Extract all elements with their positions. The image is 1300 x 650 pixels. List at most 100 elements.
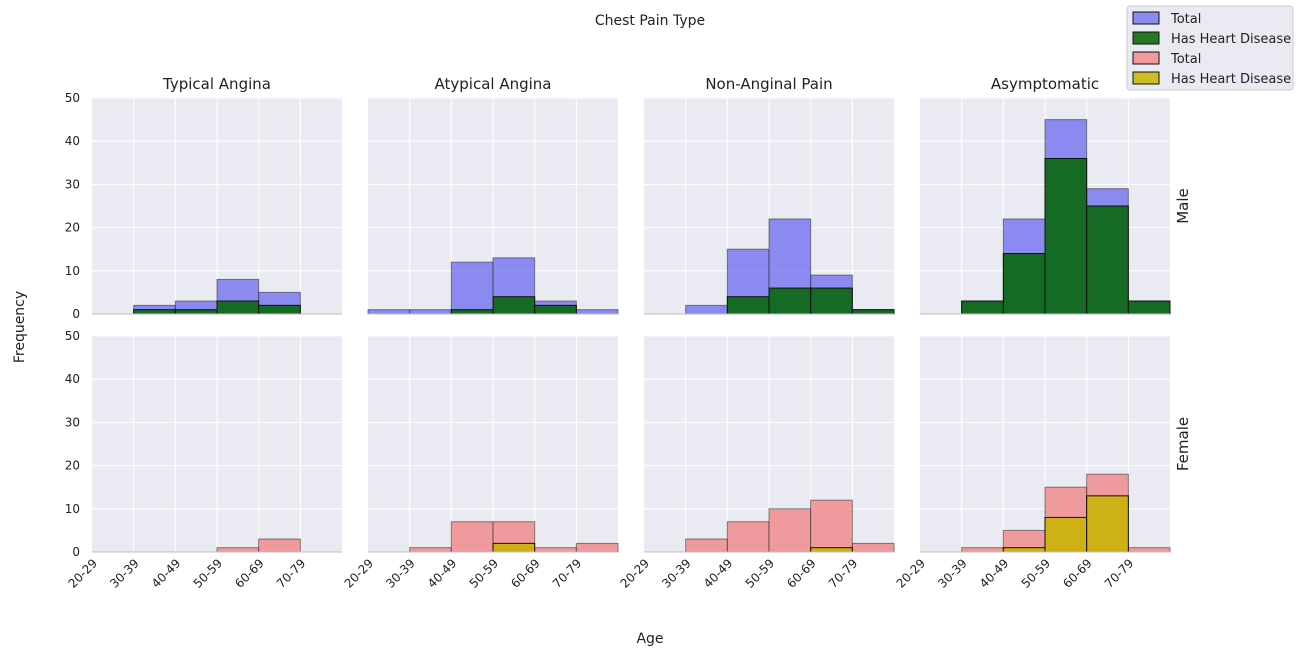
legend-swatch — [1132, 71, 1160, 85]
legend-label: Total — [1170, 52, 1201, 67]
y-tick-label: 30 — [65, 177, 80, 191]
legend-swatch — [1132, 51, 1160, 65]
bar-total-60-69 — [258, 538, 301, 553]
bar-total-20-29 — [367, 309, 411, 315]
bar-has-heart-disease-50-59 — [768, 287, 812, 315]
bar-total-40-49 — [726, 521, 770, 553]
x-tick-label: 30-39 — [383, 556, 418, 591]
chart-title: Chest Pain Type — [595, 13, 705, 29]
bar-total-60-69 — [534, 547, 577, 553]
bar-has-heart-disease-60-69 — [810, 287, 853, 315]
y-tick-label: 10 — [65, 502, 80, 516]
legend-swatch — [1132, 11, 1160, 25]
x-tick-label: 30-39 — [659, 556, 694, 591]
bar-total-40-49 — [450, 521, 494, 553]
bar-total-70-79 — [851, 542, 895, 553]
bar-has-heart-disease-60-69 — [534, 304, 577, 315]
y-tick-label: 10 — [65, 264, 80, 278]
x-tick-label: 60-69 — [232, 556, 267, 591]
panel-female-typical-angina: 0 10 20 30 40 50 20-29 30-39 40-49 50-59 60-69 70-7… — [65, 329, 342, 591]
bar-has-heart-disease-40-49 — [1002, 253, 1046, 315]
bar-total-30-39 — [409, 547, 452, 553]
panel-male-non-anginal-pain: Non-Anginal Pain — [644, 75, 895, 315]
y-tick-label: 20 — [65, 459, 80, 473]
panel-male-atypical-angina: Atypical Angina — [367, 75, 619, 315]
x-tick-label: 40-49 — [149, 556, 184, 591]
bar-total-70-79 — [575, 542, 619, 553]
panel-column-title: Asymptomatic — [991, 75, 1099, 93]
bar-total-70-79 — [575, 309, 619, 315]
y-tick-label: 40 — [65, 134, 80, 148]
y-tick-label: 40 — [65, 372, 80, 386]
bar-has-heart-disease-30-39 — [133, 309, 176, 315]
x-tick-label: 40-49 — [977, 556, 1012, 591]
y-tick-label: 0 — [72, 307, 80, 321]
panel-column-title: Atypical Angina — [435, 75, 552, 93]
y-tick-label: 0 — [72, 545, 80, 559]
x-tick-label: 70-79 — [826, 556, 861, 591]
y-tick-label: 30 — [65, 415, 80, 429]
legend-label: Total — [1170, 12, 1201, 27]
bar-total-30-39 — [685, 304, 728, 315]
x-tick-label: 20-29 — [894, 556, 929, 591]
panel-male-typical-angina: Typical Angina 0 10 20 30 40 50 — [65, 75, 342, 321]
bar-has-heart-disease-60-69 — [258, 304, 301, 315]
panel-female-asymptomatic: Female 20-29 30-39 40-49 50-59 60-69 70-79 — [894, 335, 1192, 591]
bar-has-heart-disease-40-49 — [174, 309, 218, 315]
x-tick-label: 30-39 — [935, 556, 970, 591]
bar-has-heart-disease-40-49 — [1002, 547, 1046, 553]
bar-total-40-49 — [450, 261, 494, 315]
bar-total-30-39 — [685, 538, 728, 553]
bar-has-heart-disease-50-59 — [492, 542, 536, 553]
bar-total-50-59 — [216, 547, 260, 553]
x-tick-label: 50-59 — [743, 556, 778, 591]
panels-group: Typical Angina 0 10 20 30 40 50 Atypical Angina… — [65, 75, 1192, 591]
panel-column-title: Typical Angina — [162, 75, 271, 93]
panel-column-title: Non-Anginal Pain — [705, 75, 832, 93]
bar-total-70-79 — [1127, 547, 1171, 553]
bar-has-heart-disease-70-79 — [1127, 300, 1171, 315]
bar-has-heart-disease-50-59 — [1044, 516, 1088, 553]
bar-has-heart-disease-50-59 — [492, 296, 536, 315]
x-tick-label: 50-59 — [467, 556, 502, 591]
panel-row-label: Female — [1174, 417, 1192, 471]
x-tick-label: 40-49 — [701, 556, 736, 591]
panel-row-label: Male — [1174, 188, 1192, 224]
x-tick-label: 60-69 — [784, 556, 819, 591]
x-tick-label: 20-29 — [618, 556, 653, 591]
panel-male-asymptomatic: Asymptomatic Male — [920, 75, 1192, 315]
legend: Total Has Heart Disease Total Has Heart Dis… — [1126, 5, 1294, 91]
x-tick-label: 30-39 — [107, 556, 142, 591]
y-tick-label: 50 — [65, 91, 80, 105]
x-tick-label: 20-29 — [342, 556, 377, 591]
legend-label: Has Heart Disease — [1171, 32, 1291, 47]
bar-has-heart-disease-50-59 — [1044, 157, 1088, 315]
x-tick-label: 40-49 — [425, 556, 460, 591]
bar-has-heart-disease-40-49 — [450, 309, 494, 315]
x-tick-label: 70-79 — [1102, 556, 1137, 591]
panel-female-non-anginal-pain: 20-29 30-39 40-49 50-59 60-69 70-79 — [618, 335, 895, 591]
bar-total-60-69 — [810, 499, 853, 553]
bar-has-heart-disease-70-79 — [851, 309, 895, 315]
legend-frame — [1126, 5, 1294, 91]
x-tick-label: 70-79 — [550, 556, 585, 591]
bar-total-30-39 — [961, 547, 1004, 553]
bar-has-heart-disease-60-69 — [810, 547, 853, 553]
x-tick-label: 60-69 — [1060, 556, 1095, 591]
bar-total-50-59 — [768, 508, 812, 553]
legend-swatch — [1132, 31, 1160, 45]
x-axis-label: Age — [636, 631, 663, 647]
bar-has-heart-disease-60-69 — [1086, 495, 1129, 553]
y-tick-label: 50 — [65, 329, 80, 343]
x-tick-label: 20-29 — [66, 556, 101, 591]
bar-total-30-39 — [409, 309, 452, 315]
y-axis-label: Frequency — [12, 291, 28, 363]
bar-has-heart-disease-60-69 — [1086, 205, 1129, 315]
x-tick-label: 70-79 — [274, 556, 309, 591]
y-tick-label: 20 — [65, 221, 80, 235]
x-tick-label: 50-59 — [191, 556, 226, 591]
panel-female-atypical-angina: 20-29 30-39 40-49 50-59 60-69 70-79 — [342, 335, 619, 591]
x-tick-label: 60-69 — [508, 556, 543, 591]
x-tick-label: 50-59 — [1019, 556, 1054, 591]
